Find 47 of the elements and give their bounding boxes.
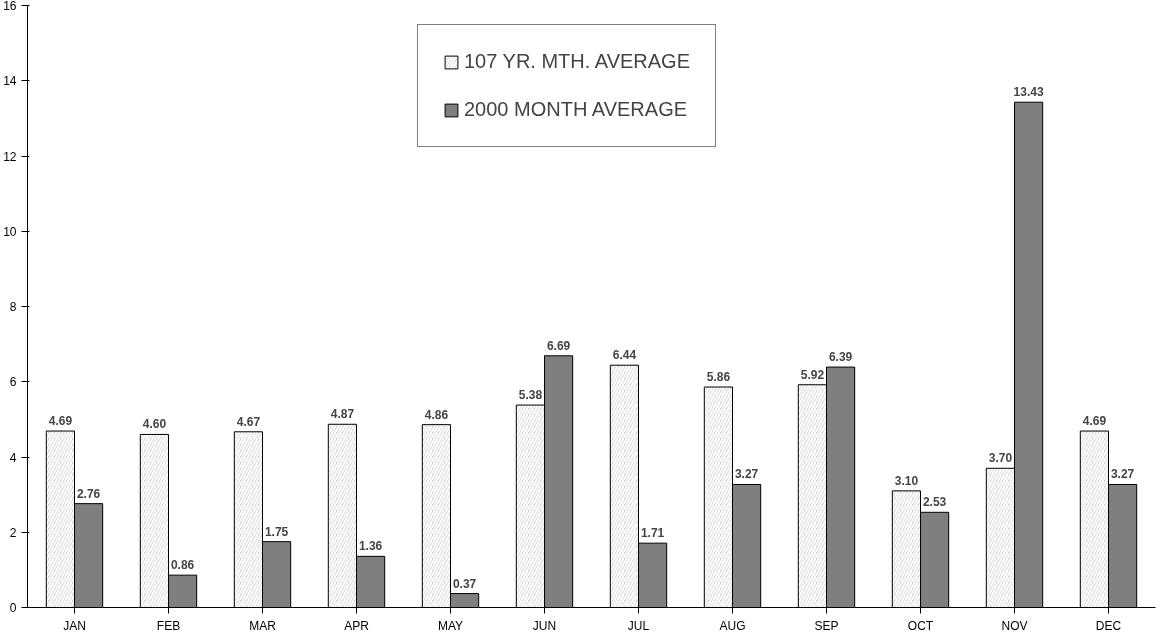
data-label: 3.27 [734, 467, 759, 482]
data-label: 4.69 [1082, 414, 1107, 429]
data-label: 3.70 [988, 451, 1013, 466]
y-tick-label: 16 [3, 0, 17, 13]
y-tick-label: 8 [9, 300, 17, 314]
x-tick-label: APR [344, 618, 370, 633]
data-label: 0.86 [170, 558, 195, 573]
data-label: 2.53 [922, 495, 947, 510]
y-tick-label: 2 [9, 525, 17, 540]
x-tick-label: SEP [814, 618, 839, 633]
data-label: 6.44 [612, 348, 637, 363]
data-label: 0.37 [452, 576, 477, 591]
y-tick-label: 0 [9, 601, 17, 615]
data-label: 4.87 [330, 407, 355, 422]
x-tick-label: MAY [437, 618, 464, 633]
x-tick-label: JAN [63, 618, 86, 633]
x-tick-label: JUN [532, 618, 557, 633]
x-tick-label: AUG [719, 618, 746, 633]
data-label: 3.27 [1110, 467, 1135, 482]
data-label: 4.86 [424, 407, 449, 422]
data-label: 1.71 [640, 526, 665, 541]
y-tick-label: 10 [3, 224, 17, 239]
data-label: 4.60 [142, 417, 167, 432]
data-label: 6.69 [546, 338, 571, 353]
data-label: 1.36 [358, 539, 383, 554]
data-label: 2.76 [76, 486, 101, 501]
data-label: 4.67 [236, 414, 261, 429]
data-label: 5.86 [706, 370, 731, 385]
data-label: 5.92 [800, 367, 825, 382]
y-tick-label: 6 [9, 375, 17, 390]
legend-label: 2000 MONTH AVERAGE [464, 98, 688, 121]
x-tick-label: FEB [156, 618, 181, 633]
data-label: 5.38 [518, 388, 543, 403]
x-tick-label: OCT [907, 618, 934, 633]
x-tick-label: JUL [627, 618, 650, 633]
data-label: 13.43 [1013, 85, 1044, 100]
y-tick-label: 12 [3, 149, 17, 164]
x-tick-label: DEC [1095, 618, 1122, 633]
x-tick-label: NOV [1001, 618, 1028, 633]
legend-label: 107 YR. MTH. AVERAGE [464, 50, 691, 73]
data-label: 1.75 [264, 524, 289, 539]
data-label: 4.69 [48, 414, 73, 429]
data-label: 6.39 [828, 350, 853, 365]
y-tick-label: 4 [9, 450, 17, 465]
y-tick-label: 14 [3, 74, 17, 89]
data-label: 3.10 [894, 473, 919, 488]
x-tick-label: MAR [249, 618, 277, 633]
